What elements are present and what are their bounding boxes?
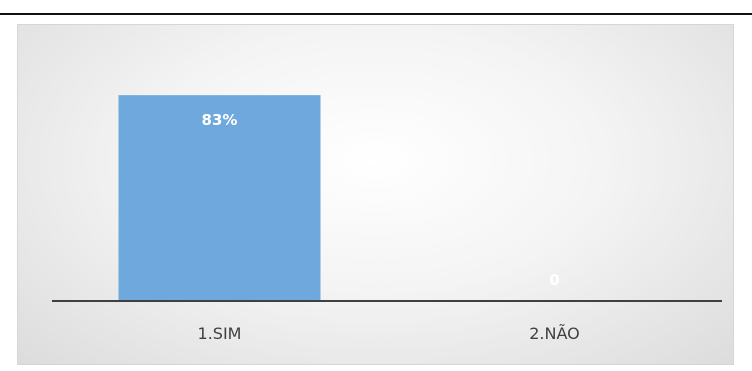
category-labels-group: 1.SIM 2.NÃO — [198, 324, 580, 343]
bar-1 — [118, 95, 321, 301]
category-label-2: 2.NÃO — [529, 324, 580, 343]
data-label-2: 0 — [549, 271, 559, 289]
top-rule — [0, 13, 752, 15]
data-labels-group: 83% 0 — [202, 111, 560, 289]
category-label-1: 1.SIM — [198, 324, 242, 343]
bars-group — [118, 95, 321, 301]
data-label-1: 83% — [202, 111, 238, 129]
